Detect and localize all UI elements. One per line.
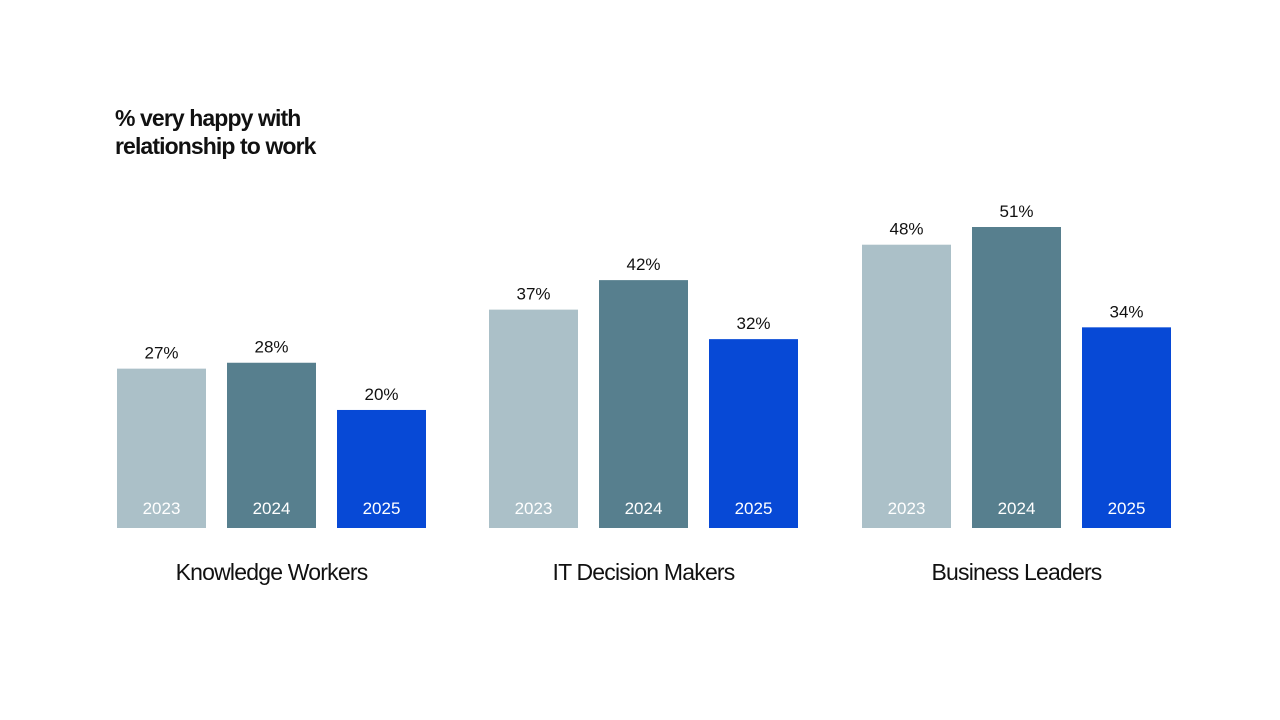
value-label: 34% — [1109, 302, 1143, 321]
value-label: 37% — [516, 285, 550, 304]
bar-2023-0 — [117, 368, 206, 528]
bar-group-0: 27% 2023 28% 2024 20% 2025 Knowledge Workers — [117, 338, 426, 585]
year-label: 2023 — [143, 499, 181, 518]
year-label: 2024 — [625, 499, 663, 518]
year-label: 2024 — [253, 499, 291, 518]
value-label: 51% — [999, 202, 1033, 221]
bar-group-2: 48% 2023 51% 2024 34% 2025 Business Leaders — [862, 202, 1171, 585]
value-label: 28% — [254, 338, 288, 357]
bar-group-1: 37% 2023 42% 2024 32% 2025 IT Decision Makers — [489, 255, 798, 585]
category-label: Business Leaders — [931, 559, 1101, 585]
bar-2025-1 — [709, 339, 798, 528]
bar-2023-1 — [489, 309, 578, 528]
bar-2023-2 — [862, 244, 951, 529]
year-label: 2023 — [888, 499, 926, 518]
bar-2025-2 — [1082, 327, 1171, 528]
value-label: 42% — [626, 255, 660, 274]
bar-2024-2 — [972, 227, 1061, 528]
year-label: 2025 — [735, 499, 773, 518]
chart-title-line-2: relationship to work — [115, 133, 316, 159]
year-label: 2025 — [1108, 499, 1146, 518]
category-label: Knowledge Workers — [176, 559, 368, 585]
value-label: 20% — [364, 385, 398, 404]
year-label: 2024 — [998, 499, 1036, 518]
category-label: IT Decision Makers — [552, 559, 734, 585]
bar-2024-0 — [227, 362, 316, 528]
year-label: 2023 — [515, 499, 553, 518]
chart-title: % very happy with relationship to work — [115, 104, 415, 160]
value-label: 27% — [144, 344, 178, 363]
year-label: 2025 — [363, 499, 401, 518]
value-label: 32% — [736, 314, 770, 333]
chart-title-line-1: % very happy with — [115, 105, 301, 131]
bar-2025-0 — [337, 409, 426, 528]
value-label: 48% — [889, 220, 923, 239]
bar-2024-1 — [599, 280, 688, 528]
